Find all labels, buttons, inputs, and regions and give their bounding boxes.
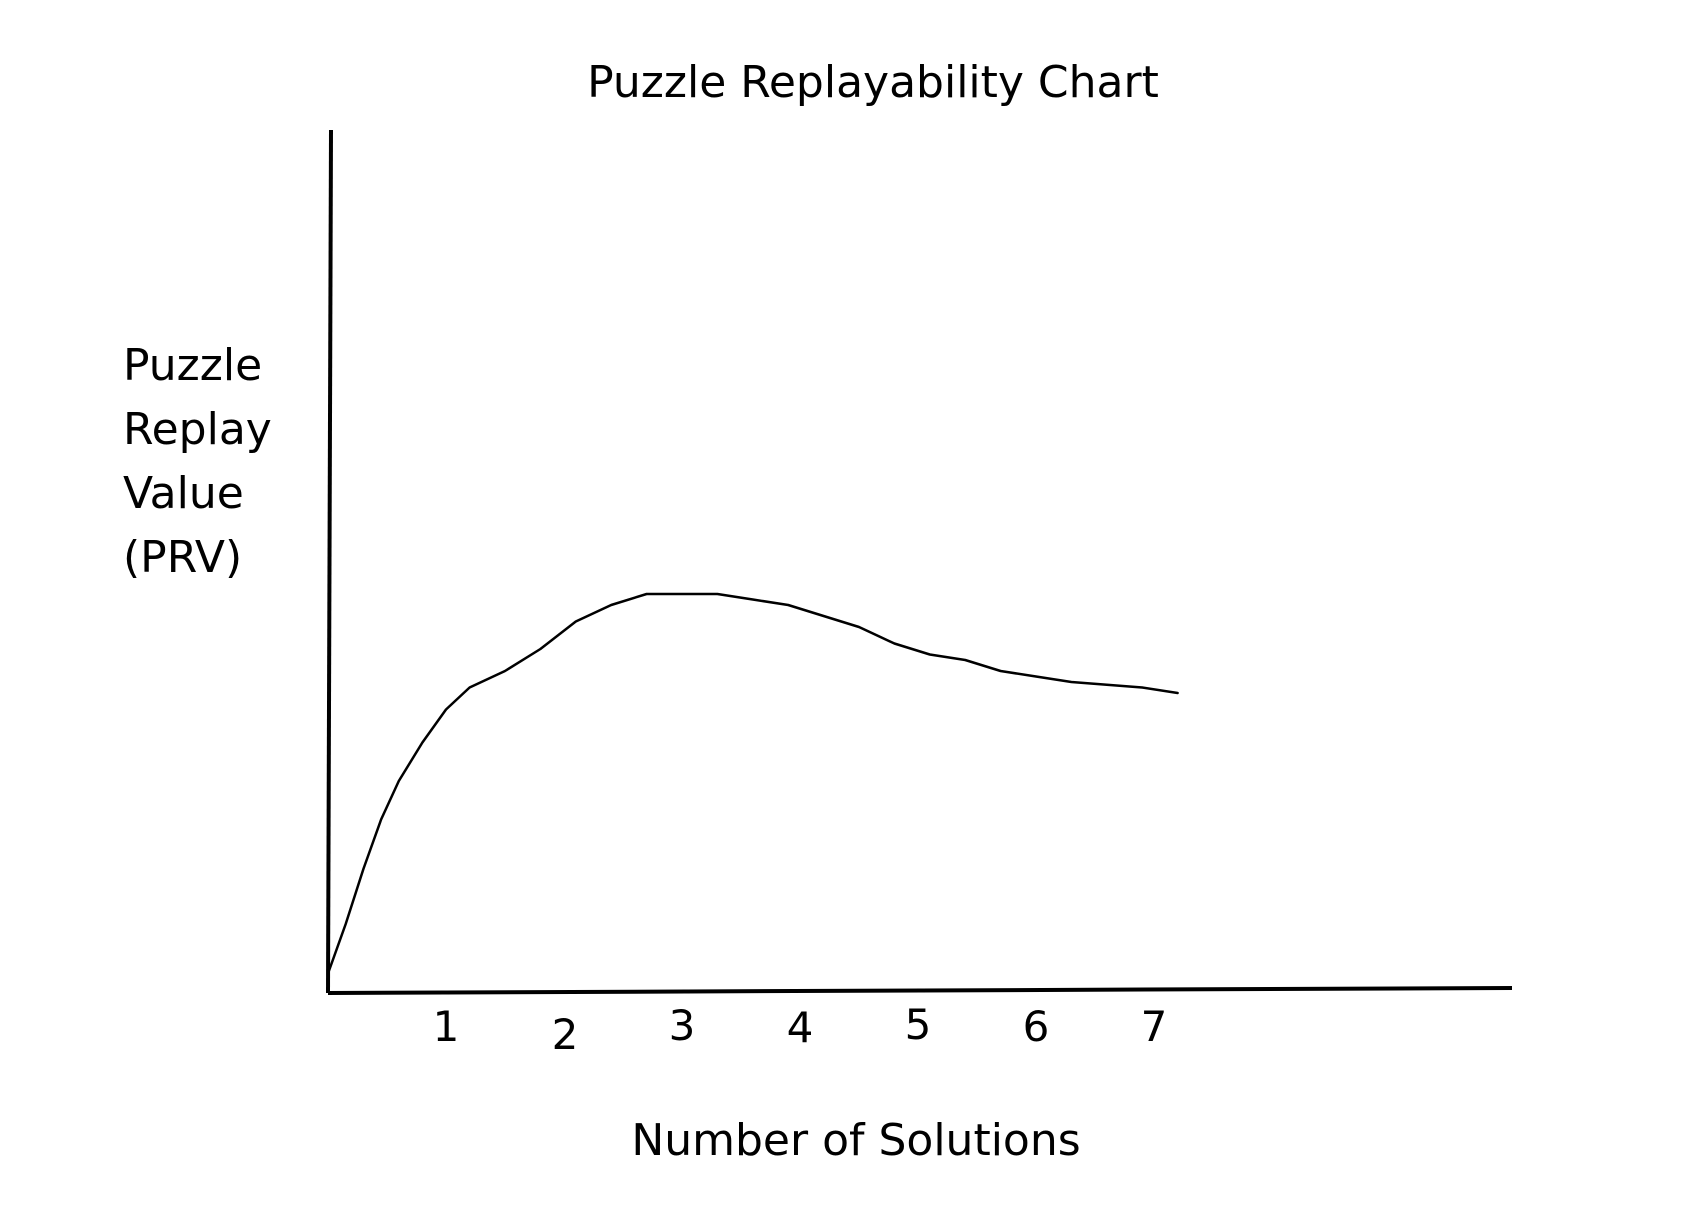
series-line xyxy=(326,592,1179,975)
y-axis-label-line-1: Puzzle xyxy=(123,340,262,391)
x-axis-label: Number of Solutions xyxy=(631,1115,1080,1166)
x-axis-line xyxy=(327,986,1513,995)
x-tick-label: 7 xyxy=(1141,1002,1168,1051)
x-tick-labels: 1 2 3 4 5 6 7 xyxy=(433,1000,1168,1059)
y-axis-label-line-3: Value xyxy=(123,468,244,519)
y-axis-line xyxy=(326,129,333,994)
y-axis-label-line-2: Replay xyxy=(123,404,272,455)
x-tick-label: 2 xyxy=(552,1010,579,1059)
x-tick-label: 3 xyxy=(669,1001,696,1050)
y-axis-label-line-4: (PRV) xyxy=(123,532,242,583)
chart-title: Puzzle Replayability Chart xyxy=(587,57,1159,108)
x-tick-label: 6 xyxy=(1023,1002,1050,1051)
x-tick-label: 5 xyxy=(905,1000,932,1049)
x-tick-label: 4 xyxy=(787,1003,814,1052)
x-tick-label: 1 xyxy=(433,1002,460,1051)
y-axis-label: Puzzle Replay Value (PRV) xyxy=(123,340,272,583)
